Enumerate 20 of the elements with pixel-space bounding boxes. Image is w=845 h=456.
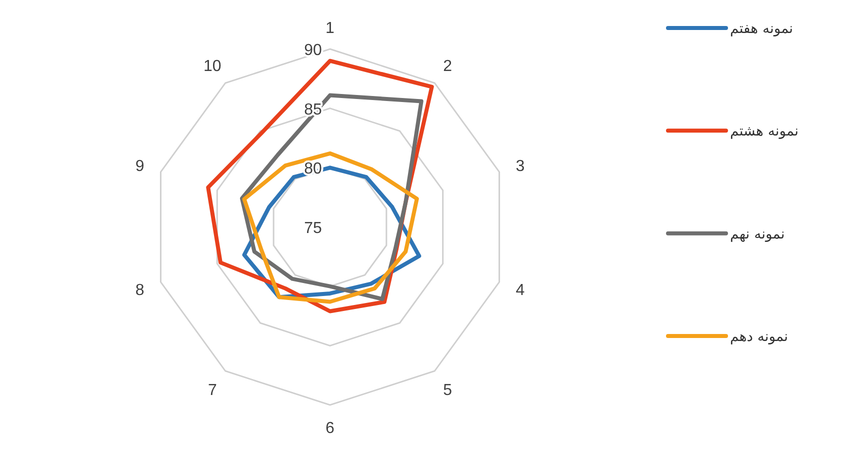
- category-label: 7: [208, 382, 217, 399]
- legend-label: نمونه هفتم: [730, 21, 794, 37]
- category-label: 3: [516, 158, 525, 176]
- legend-item: نمونه هفتم: [666, 21, 794, 37]
- category-label: 4: [516, 282, 525, 299]
- category-label: 8: [135, 282, 144, 299]
- legend-item: نمونه هشتم: [666, 124, 798, 140]
- category-label: 1: [326, 20, 334, 37]
- category-label: 10: [204, 58, 222, 76]
- legend-label: نمونه هشتم: [730, 124, 798, 140]
- category-label: 5: [443, 382, 452, 399]
- legend-item: نمونه دهم: [666, 329, 788, 345]
- category-label: 9: [135, 158, 144, 176]
- y-tick-label: 75: [304, 220, 322, 237]
- y-tick-label: 90: [304, 42, 322, 59]
- category-label: 2: [443, 58, 452, 76]
- legend-label: نمونه دهم: [730, 329, 788, 345]
- category-label: 6: [326, 420, 334, 437]
- legend-label: نمونه نهم: [730, 226, 785, 242]
- legend-item: نمونه نهم: [666, 226, 785, 242]
